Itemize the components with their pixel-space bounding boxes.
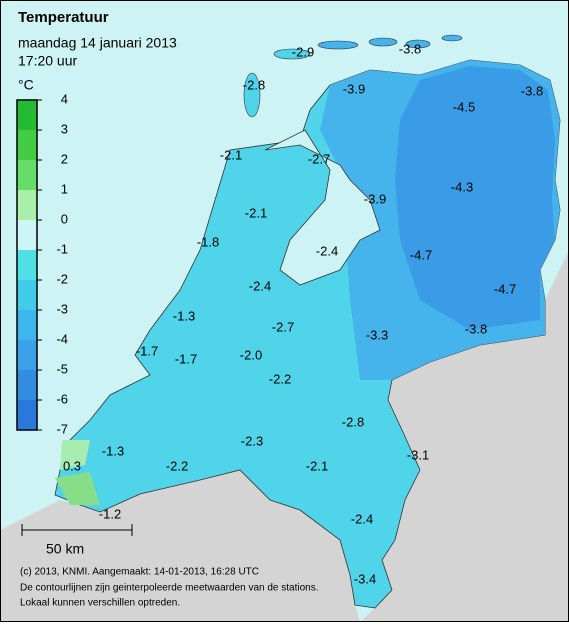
legend-tick-label: 3 (61, 121, 68, 136)
station-value: -3.4 (354, 571, 376, 586)
station-value: -4.3 (451, 179, 473, 194)
station-value: -2.3 (241, 433, 263, 448)
station-value: -1.3 (102, 443, 124, 458)
title: Temperatuur (18, 9, 109, 26)
station-value: -2.4 (316, 243, 338, 258)
station-value: -1.3 (173, 308, 195, 323)
station-value: -2.2 (269, 371, 291, 386)
station-value: -2.8 (342, 414, 364, 429)
station-value: -4.7 (494, 281, 516, 296)
station-value: -3.9 (364, 191, 386, 206)
footer-line: Lokaal kunnen verschillen optreden. (20, 598, 180, 609)
station-value: -2.1 (245, 205, 267, 220)
station-value: -2.8 (243, 77, 265, 92)
island (243, 72, 261, 118)
legend-tick-label: -3 (56, 301, 68, 316)
legend-tick-label: -1 (56, 241, 68, 256)
legend-tick-label: -4 (56, 331, 68, 346)
island (405, 39, 431, 49)
island (317, 40, 359, 50)
belgium (0, 470, 360, 622)
legend-tick-label: 2 (61, 151, 68, 166)
station-value: -3.1 (407, 447, 429, 462)
ijsselmeer (264, 129, 381, 286)
station-value: -1.7 (175, 351, 197, 366)
station-value: -3.8 (465, 321, 487, 336)
station-value: -1.8 (197, 234, 219, 249)
legend-tick-label: -2 (56, 271, 68, 286)
station-value: -1.7 (136, 343, 158, 358)
time: 17:20 uur (18, 53, 77, 69)
neighbour-land (360, 250, 569, 622)
legend-tick-label: -7 (56, 421, 68, 436)
station-value: -3.3 (366, 327, 388, 342)
station-value: -2.4 (351, 511, 373, 526)
date: maandag 14 januari 2013 (18, 35, 177, 51)
legend-tick-label: -5 (56, 361, 68, 376)
footer-line: (c) 2013, KNMI. Aangemaakt: 14-01-2013, … (20, 567, 259, 578)
station-value: -2.1 (220, 147, 242, 162)
station-value: -2.4 (249, 278, 271, 293)
station-value: -3.9 (343, 81, 365, 96)
legend-tick-label: 4 (61, 91, 68, 106)
station-value: -3.8 (521, 83, 543, 98)
station-value: -2.2 (166, 458, 188, 473)
station-value: 0.3 (63, 458, 81, 473)
warm-zone (60, 440, 90, 470)
coldest-zone (395, 66, 555, 330)
colorbar (16, 99, 38, 431)
station-value: -1.2 (99, 506, 121, 521)
station-value: -2.1 (306, 458, 328, 473)
station-value: -2.7 (272, 319, 294, 334)
legend-tick-label: 0 (61, 211, 68, 226)
station-value: -4.7 (410, 247, 432, 262)
legend-unit: °C (18, 77, 34, 93)
station-value: -2.0 (240, 347, 262, 362)
legend-tick-label: 1 (61, 181, 68, 196)
island (368, 37, 398, 47)
station-value: -3.8 (399, 41, 421, 56)
station-value: -4.5 (453, 99, 475, 114)
island (441, 34, 463, 42)
island (273, 48, 311, 60)
station-value: -2.9 (292, 44, 314, 59)
legend-tick-label: -6 (56, 391, 68, 406)
footer-line: De contourlijnen zijn geinterpoleerde me… (20, 583, 319, 594)
scale-label: 50 km (46, 541, 84, 557)
station-value: -2.7 (308, 151, 330, 166)
warm-zone (55, 472, 100, 505)
